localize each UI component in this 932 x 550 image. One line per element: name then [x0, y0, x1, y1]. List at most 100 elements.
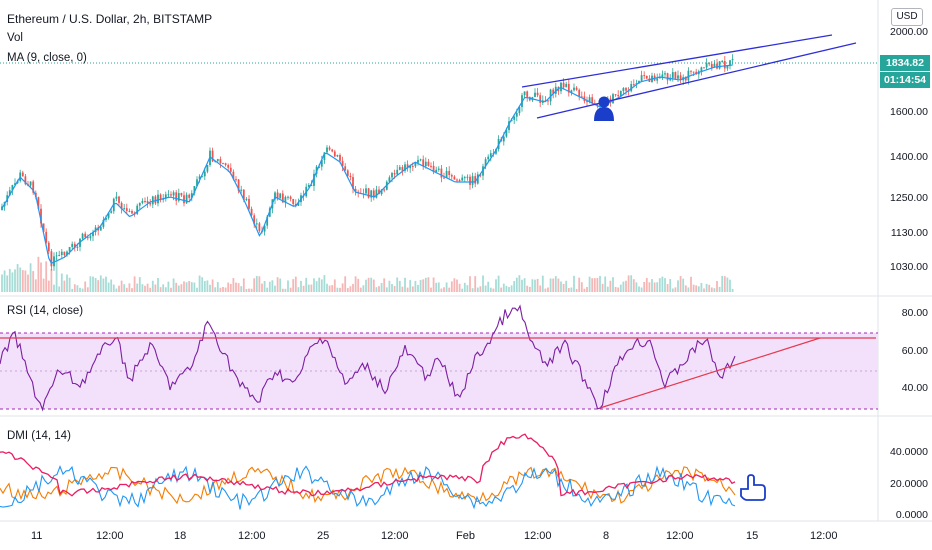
volume-bar	[170, 287, 172, 292]
candle-body	[219, 159, 222, 164]
candle-body	[474, 176, 477, 184]
volume-bar	[674, 287, 677, 292]
candle-body	[175, 192, 178, 201]
volume-bar	[440, 288, 443, 292]
volume-bar	[656, 282, 659, 292]
candle-body	[115, 196, 118, 199]
candle-body	[341, 160, 344, 167]
volume-bar	[307, 284, 310, 292]
volume-bar	[79, 287, 81, 292]
volume-bar	[359, 287, 362, 292]
candle-body	[453, 176, 456, 180]
volume-bar	[203, 281, 206, 292]
volume-bar	[107, 282, 110, 292]
volume-bar	[638, 286, 640, 292]
candle-body	[235, 179, 237, 181]
candle-body	[440, 168, 443, 178]
volume-bar	[708, 284, 711, 292]
rsi-indicator-label[interactable]: RSI (14, close)	[7, 305, 84, 317]
rsi-support-trendline[interactable]	[599, 337, 821, 409]
volume-bar	[575, 288, 578, 292]
ma-indicator-label[interactable]: MA (9, close, 0)	[7, 52, 87, 64]
volume-bar	[508, 287, 510, 292]
volume-bar	[297, 287, 300, 292]
volume-bar	[726, 277, 729, 292]
candle-body	[185, 194, 188, 204]
volume-bar	[211, 279, 214, 292]
volume-bar	[495, 279, 497, 292]
volume-bar	[653, 282, 656, 292]
volume-bar	[190, 282, 193, 292]
volume-bar	[357, 278, 360, 292]
volume-bar	[573, 275, 575, 292]
candle-body	[297, 202, 300, 206]
volume-bar	[292, 279, 295, 292]
candle-body	[614, 94, 617, 96]
candle-body	[128, 210, 131, 212]
volume-bar	[287, 280, 289, 292]
volume-bar	[661, 276, 664, 292]
volume-bar	[115, 288, 118, 292]
volume-bar	[354, 276, 357, 292]
candle-body	[151, 196, 154, 205]
candle-body	[274, 192, 276, 200]
volume-bar	[393, 285, 396, 292]
volume-bar	[66, 274, 68, 292]
volume-bar	[411, 286, 414, 292]
currency-button[interactable]: USD	[891, 8, 923, 26]
candle-body	[552, 89, 555, 94]
volume-bar	[281, 288, 284, 292]
volume-bar	[677, 280, 679, 292]
candle-body	[32, 181, 35, 193]
candle-body	[279, 193, 282, 199]
candle-body	[55, 255, 58, 257]
candle-body	[375, 189, 378, 198]
volume-bar	[344, 276, 347, 292]
volume-bar	[76, 285, 79, 292]
volume-indicator-label[interactable]: Vol	[7, 32, 23, 44]
price-axis-label: 1250.00	[890, 192, 928, 204]
volume-bar	[253, 278, 256, 292]
candle-body	[640, 75, 643, 81]
candle-body	[47, 242, 50, 252]
candle-body	[266, 216, 269, 226]
candle-body	[144, 200, 146, 202]
volume-bar	[515, 277, 518, 292]
candle-body	[619, 90, 622, 97]
dmi-indicator-label[interactable]: DMI (14, 14)	[7, 430, 71, 442]
candle-body	[352, 177, 354, 189]
candle-body	[677, 75, 679, 79]
candle-body	[344, 166, 347, 171]
candle-body	[222, 163, 224, 165]
volume-bar	[341, 283, 344, 292]
candle-body	[125, 208, 128, 211]
volume-bar	[94, 277, 97, 292]
price-axis-label: 1130.00	[890, 227, 928, 239]
candle-body	[643, 75, 646, 77]
volume-bar	[47, 280, 50, 292]
candle-body	[495, 149, 497, 154]
candle-body	[367, 188, 370, 198]
candle-body	[456, 179, 458, 181]
candle-body	[159, 194, 162, 200]
candle-body	[365, 188, 367, 194]
candle-body	[276, 192, 279, 199]
volume-bar	[531, 279, 534, 292]
volume-bar	[328, 285, 331, 292]
candle-body	[258, 223, 261, 231]
wedge-upper-trendline[interactable]	[521, 34, 833, 88]
symbol-title[interactable]: Ethereum / U.S. Dollar, 2h, BITSTAMP	[7, 12, 213, 26]
candle-body	[71, 243, 74, 248]
candle-body	[149, 203, 152, 205]
volume-bar	[482, 275, 484, 292]
volume-bar	[635, 282, 638, 292]
volume-bar	[692, 284, 695, 292]
rsi-axis-label: 80.00	[901, 307, 928, 319]
person-icon	[594, 96, 614, 121]
wedge-lower-trendline[interactable]	[536, 42, 857, 119]
candle-body	[487, 156, 490, 160]
volume-bar	[120, 280, 123, 292]
volume-bar	[492, 288, 495, 292]
candle-body	[29, 181, 32, 186]
